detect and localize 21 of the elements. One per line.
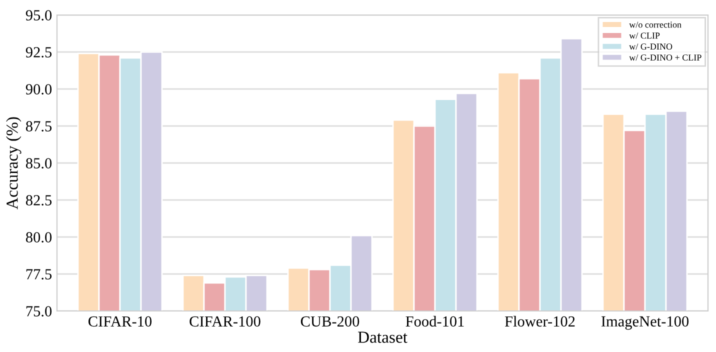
y-tick-label: 77.5	[26, 269, 52, 280]
y-tick-label: 82.5	[26, 195, 52, 206]
legend-label: w/o correction	[629, 22, 682, 28]
x-tick-label: Food-101	[406, 316, 464, 327]
x-tick-label: Flower-102	[504, 316, 575, 327]
x-tick-label: CIFAR-10	[88, 316, 152, 327]
x-tick-label: ImageNet-100	[601, 316, 689, 330]
x-axis-title: Dataset	[358, 332, 408, 343]
y-tick-label: 90.0	[26, 84, 52, 95]
y-axis-title: Accuracy (%)	[6, 117, 22, 210]
legend-label: w/ G-DINO + CLIP	[629, 54, 702, 61]
y-tick-label: 75.0	[26, 306, 52, 317]
legend-label: w/ G-DINO	[629, 44, 672, 50]
y-tick-label: 85.0	[26, 158, 52, 169]
y-tick-label: 95.0	[26, 10, 52, 21]
y-tick-label: 80.0	[26, 232, 52, 243]
y-tick-label: 92.5	[26, 47, 52, 58]
legend-label: w/ CLIP	[629, 32, 660, 39]
x-tick-label: CUB-200	[300, 316, 360, 327]
y-tick-label: 87.5	[26, 121, 52, 132]
x-tick-label: CIFAR-100	[190, 316, 260, 327]
